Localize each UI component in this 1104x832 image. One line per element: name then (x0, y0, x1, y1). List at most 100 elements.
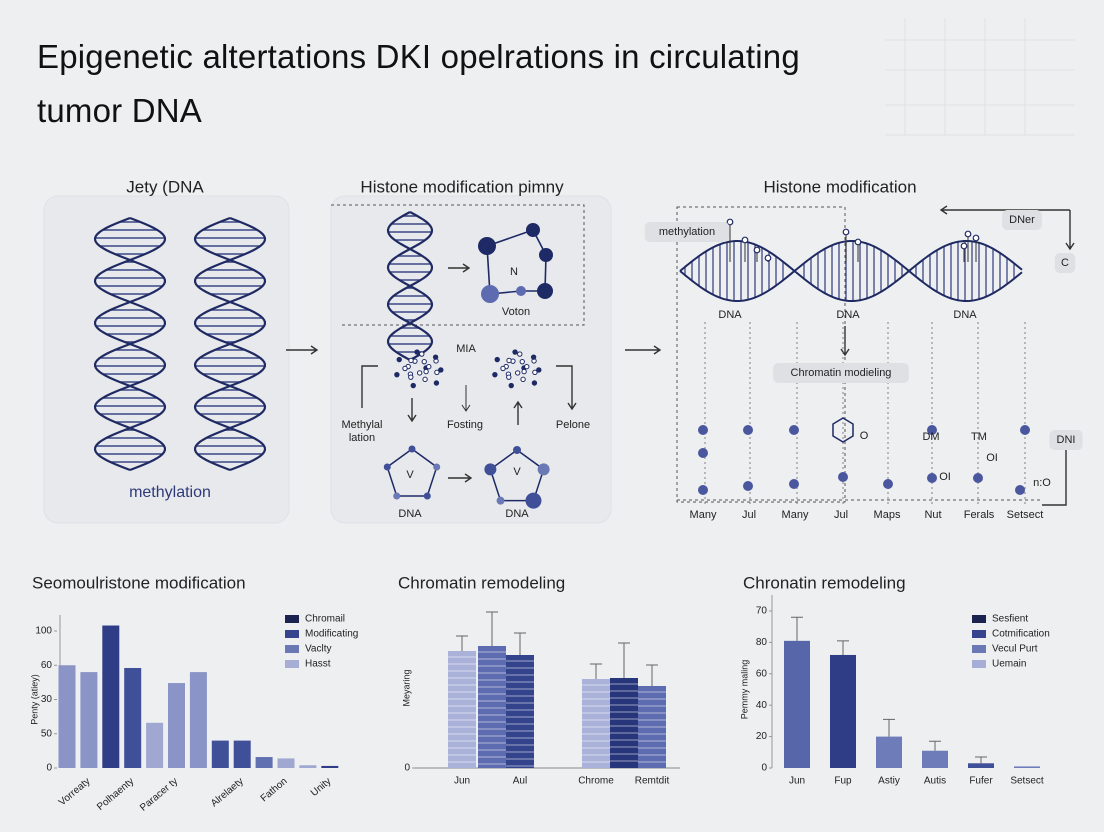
bar (233, 740, 251, 768)
diagram-label: DNA (505, 508, 529, 520)
bar (478, 646, 506, 768)
legend-label: Uemain (992, 659, 1026, 670)
x-tick-label: Setsect (1010, 776, 1044, 787)
hexagon (832, 417, 854, 443)
dot (421, 358, 427, 365)
diagram-label: Fosting (447, 419, 483, 431)
node (526, 223, 540, 237)
bar (102, 625, 120, 768)
node (484, 463, 497, 476)
bar (582, 679, 610, 768)
dot (438, 367, 444, 373)
dot (838, 472, 848, 482)
dot (433, 380, 440, 386)
bar (448, 651, 476, 768)
bar (506, 655, 534, 768)
lollipop (854, 238, 862, 246)
y-axis-label: Pemmy maling (739, 660, 749, 720)
dot (1020, 425, 1030, 435)
dot (520, 376, 526, 383)
dot (743, 481, 753, 491)
label-box (644, 222, 730, 242)
error-bar (590, 663, 602, 679)
dot (394, 371, 400, 378)
label-box (1002, 210, 1042, 230)
diagram-label: N (510, 266, 518, 278)
chart-title: Seomoulristone modification (32, 573, 246, 592)
x-tick-label: Remtdit (635, 776, 670, 787)
legend-label: Chromail (305, 614, 345, 625)
error-bar (883, 718, 895, 737)
diagram-x-label: Nut (924, 509, 941, 521)
diagram-label: DNI (1057, 434, 1076, 446)
node (513, 446, 521, 454)
chart-title: Chronatin remodeling (743, 573, 906, 592)
x-tick-label: Vorreaty (57, 776, 93, 808)
bar (255, 757, 273, 768)
error-bar (791, 616, 803, 641)
dot (883, 479, 893, 489)
dot (508, 382, 514, 389)
x-tick-label: Autis (924, 776, 946, 787)
node (481, 285, 499, 303)
x-tick-label: Fup (834, 776, 852, 787)
bar (610, 678, 638, 768)
diagram-label: MIA (456, 343, 476, 355)
legend-label: Sesfient (992, 614, 1028, 625)
diagram-x-label: Setsect (1007, 509, 1044, 521)
y-tick-label: 20 (756, 731, 768, 742)
diagram-label: Methylal (342, 419, 383, 431)
bar (876, 736, 902, 768)
bar (211, 740, 229, 768)
bar (784, 640, 810, 768)
ring (386, 448, 438, 497)
lollipop (960, 242, 968, 250)
bar (277, 758, 295, 768)
diagram-label: C (1061, 257, 1069, 269)
node (516, 286, 526, 296)
legend-swatch (285, 645, 299, 653)
helix-strand (193, 216, 267, 472)
y-tick-label: 40 (756, 700, 768, 711)
diagram-label: OI (986, 452, 998, 464)
panel-heading: Jety (DNA (126, 177, 204, 196)
dot (434, 369, 440, 376)
page-title: Epigenetic altertations DKI opelrations … (37, 38, 800, 129)
y-tick-label: 70 (756, 606, 768, 617)
dot (506, 374, 512, 380)
diagram-label: n:O (1033, 477, 1051, 489)
x-tick-label: Aul (513, 776, 527, 787)
dot (423, 368, 429, 375)
dot (396, 356, 402, 363)
y-axis-label: Meyaring (401, 669, 411, 706)
dashed-box (676, 206, 846, 503)
y-tick-label: 60 (41, 660, 53, 671)
bar (80, 672, 98, 768)
dot (743, 425, 753, 435)
x-tick-label: Unity (309, 776, 334, 799)
dot (698, 448, 708, 458)
dot (532, 369, 538, 376)
x-tick-label: Polhaenty (95, 776, 136, 813)
bar (830, 654, 856, 768)
dot (414, 349, 420, 355)
diagram-x-label: Jul (834, 509, 848, 521)
dot (492, 371, 498, 378)
node (393, 492, 401, 500)
diagram-label: Voton (502, 306, 530, 318)
diagram-label: DNA (836, 309, 860, 321)
node (537, 463, 550, 476)
error-bar (456, 635, 468, 651)
x-tick-label: Chrome (578, 776, 614, 787)
panel-heading: Histone modification (763, 177, 916, 196)
bar (189, 672, 207, 768)
dot (531, 380, 538, 386)
diagram-label: O (860, 430, 869, 442)
lollipop (964, 230, 972, 238)
dot (506, 357, 512, 364)
dot (494, 356, 500, 363)
legend-label: Cotmification (992, 629, 1050, 640)
panel-label: methylation (129, 484, 211, 501)
bar (168, 683, 185, 768)
diagram-x-label: Many (782, 509, 809, 521)
